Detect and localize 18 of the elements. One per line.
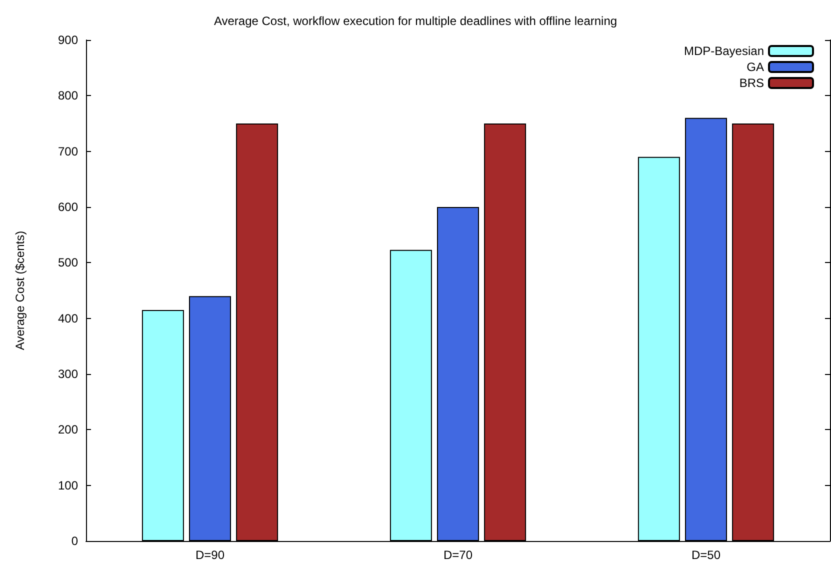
y-tick-label: 900: [58, 33, 78, 47]
y-tick-label: 500: [58, 256, 78, 270]
legend-label: BRS: [739, 76, 764, 90]
x-tick-label: D=90: [195, 548, 225, 562]
x-tick-label: D=50: [691, 548, 721, 562]
legend-label: MDP-Bayesian: [684, 44, 764, 58]
y-tick-label: 700: [58, 144, 78, 158]
y-tick-label: 400: [58, 311, 78, 326]
y-tick-label: 200: [58, 422, 78, 437]
y-tick-label: 800: [58, 88, 78, 103]
legend-label: GA: [746, 60, 764, 74]
y-tick-label: 300: [58, 367, 78, 381]
chart-title: Average Cost, workflow execution for multiple deadlines with offline learning: [214, 14, 618, 28]
y-axis-title: Average Cost ($cents): [13, 230, 27, 350]
y-tick-label: 600: [58, 200, 78, 214]
x-tick-label: D=70: [443, 548, 473, 562]
y-tick-label: 100: [58, 478, 78, 492]
y-tick-label: 0: [71, 534, 78, 548]
